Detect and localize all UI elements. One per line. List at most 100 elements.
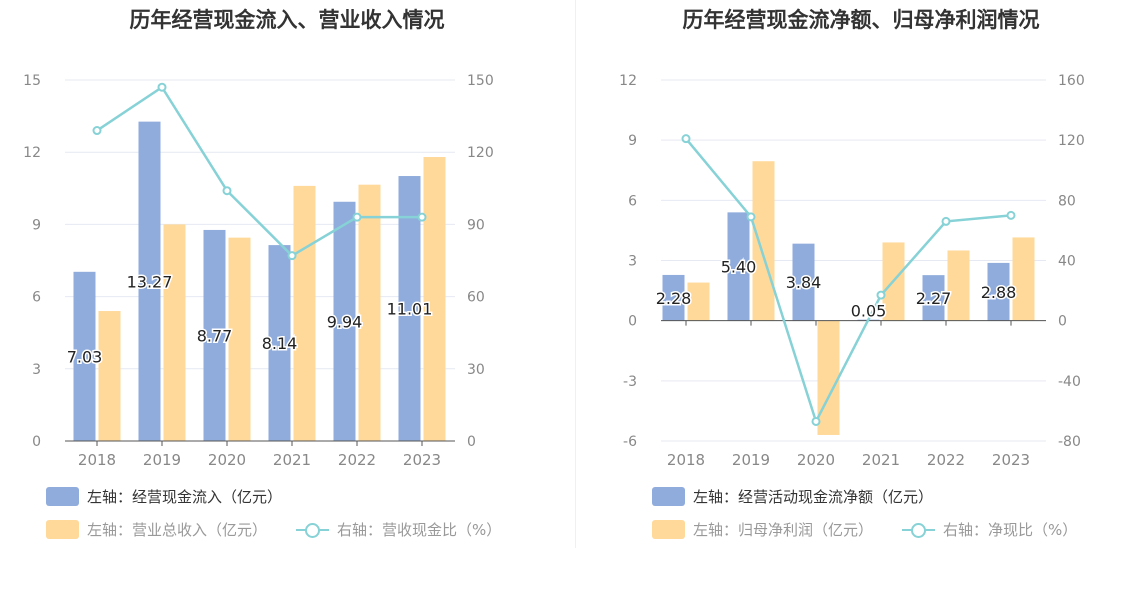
data-label: 13.27	[127, 272, 173, 291]
bar-secondary	[423, 157, 446, 441]
y2-tick-label: 120	[467, 145, 494, 161]
legend-label: 左轴：经营现金流入（亿元）	[87, 488, 283, 506]
y2-tick-label: 120	[1058, 133, 1085, 149]
data-label: 0.05	[851, 302, 887, 321]
bar-primary	[73, 271, 96, 441]
y-tick-label: -3	[623, 374, 637, 390]
x-tick-label: 2022	[927, 451, 965, 469]
y-tick-label: 12	[619, 73, 637, 89]
line-point	[417, 212, 427, 222]
data-label: 3.84	[786, 273, 822, 292]
x-tick-label: 2020	[208, 451, 246, 469]
legend-label: 左轴：营业总收入（亿元）	[87, 521, 268, 539]
legend-swatch-line	[902, 520, 935, 539]
line-point	[746, 212, 756, 222]
bar-secondary	[687, 282, 710, 321]
bar-primary	[203, 229, 226, 441]
legend-item-revenue-cash-ratio[interactable]: 右轴：营收现金比（%）	[296, 519, 501, 540]
bar-primary	[268, 245, 291, 441]
line-point	[92, 126, 102, 136]
y-tick-label: 3	[32, 362, 41, 378]
data-label: 8.14	[262, 334, 298, 353]
y2-tick-label: 80	[1058, 193, 1076, 209]
y2-tick-label: 0	[1058, 314, 1067, 330]
legend-label: 左轴：归母净利润（亿元）	[693, 521, 874, 539]
data-label: 9.94	[327, 312, 363, 331]
legend-item-net-cash-ratio[interactable]: 右轴：净现比（%）	[902, 519, 1077, 540]
bar-primary	[333, 201, 356, 441]
y-tick-label: 12	[23, 145, 41, 161]
legend-swatch-bar	[652, 520, 685, 539]
line-point	[222, 186, 232, 196]
data-label: 5.40	[721, 258, 757, 277]
y-tick-label: 9	[32, 217, 41, 233]
line-point	[811, 416, 821, 426]
legend-label: 左轴：经营活动现金流净额（亿元）	[693, 488, 934, 506]
line-point	[352, 212, 362, 222]
bar-primary	[987, 262, 1010, 321]
x-tick-label: 2023	[403, 451, 441, 469]
data-label: 2.27	[916, 289, 952, 308]
bar-secondary	[228, 237, 251, 441]
bar-primary	[398, 176, 421, 441]
y2-tick-label: 0	[467, 434, 476, 450]
legend-label: 右轴：净现比（%）	[943, 521, 1078, 539]
bar-secondary	[1012, 237, 1035, 321]
bar-primary	[138, 121, 161, 442]
legend-item-net-cashflow[interactable]: 左轴：经营活动现金流净额（亿元）	[652, 486, 933, 507]
legend-swatch-line	[296, 520, 329, 539]
line-point	[876, 290, 886, 300]
line-point	[941, 216, 951, 226]
y2-tick-label: 60	[467, 290, 485, 306]
panel-divider	[575, 0, 576, 548]
legend-item-net-profit[interactable]: 左轴：归母净利润（亿元）	[652, 519, 873, 540]
bar-secondary	[752, 161, 775, 321]
bar-secondary	[98, 311, 121, 441]
y-tick-label: -6	[623, 434, 637, 450]
y2-tick-label: 150	[467, 73, 494, 89]
chart-plot: -6 -3 0 3 6 9 12 -80 -40 0 40 80 120 160 2018 2019 2020 2…	[619, 73, 1085, 469]
legend-item-cash-inflow[interactable]: 左轴：经营现金流入（亿元）	[46, 486, 282, 507]
y-tick-label: 3	[628, 254, 637, 270]
legend-swatch-bar	[46, 487, 79, 506]
bar-primary	[727, 212, 750, 321]
bar-secondary	[358, 184, 381, 441]
y2-tick-label: 30	[467, 362, 485, 378]
data-label: 7.03	[67, 347, 103, 366]
line-point	[287, 251, 297, 261]
bar-secondary	[817, 320, 840, 435]
x-tick-label: 2019	[143, 451, 181, 469]
data-label: 2.28	[656, 289, 692, 308]
data-label: 8.77	[197, 326, 233, 345]
bar-secondary	[293, 185, 316, 441]
x-tick-label: 2018	[78, 451, 116, 469]
chart-title: 历年经营现金流入、营业收入情况	[129, 8, 445, 32]
y-tick-label: 0	[628, 314, 637, 330]
y-tick-label: 9	[628, 133, 637, 149]
legend-item-revenue[interactable]: 左轴：营业总收入（亿元）	[46, 519, 267, 540]
chart-panel-net-cashflow-profit: 历年经营现金流净额、归母净利润情况 -6 -3 0 3 6 9 12 -80 -40 0 40 80 1…	[574, 0, 1148, 589]
y-tick-label: 0	[32, 434, 41, 450]
y-tick-label: 15	[23, 73, 41, 89]
line-series	[96, 85, 422, 258]
line-point	[1006, 210, 1016, 220]
x-tick-label: 2019	[732, 451, 770, 469]
x-tick-label: 2022	[338, 451, 376, 469]
line-point	[681, 134, 691, 144]
y-tick-label: 6	[32, 290, 41, 306]
y2-tick-label: 90	[467, 217, 485, 233]
y2-tick-label: 40	[1058, 254, 1076, 270]
chart-panel-cashflow-revenue: 历年经营现金流入、营业收入情况 0 3 6 9 12 15 0 30 60 90 120 150 201…	[23, 8, 501, 540]
data-label: 11.01	[387, 300, 433, 319]
data-label: 2.88	[981, 283, 1017, 302]
legend-swatch-bar	[652, 487, 685, 506]
y-tick-label: 6	[628, 193, 637, 209]
legend-swatch-bar	[46, 520, 79, 539]
y2-tick-label: 160	[1058, 73, 1085, 89]
x-tick-label: 2020	[797, 451, 835, 469]
bar-primary	[792, 243, 815, 321]
y2-tick-label: -80	[1058, 434, 1081, 450]
bar-secondary	[947, 250, 970, 321]
bar-primary	[662, 274, 685, 321]
